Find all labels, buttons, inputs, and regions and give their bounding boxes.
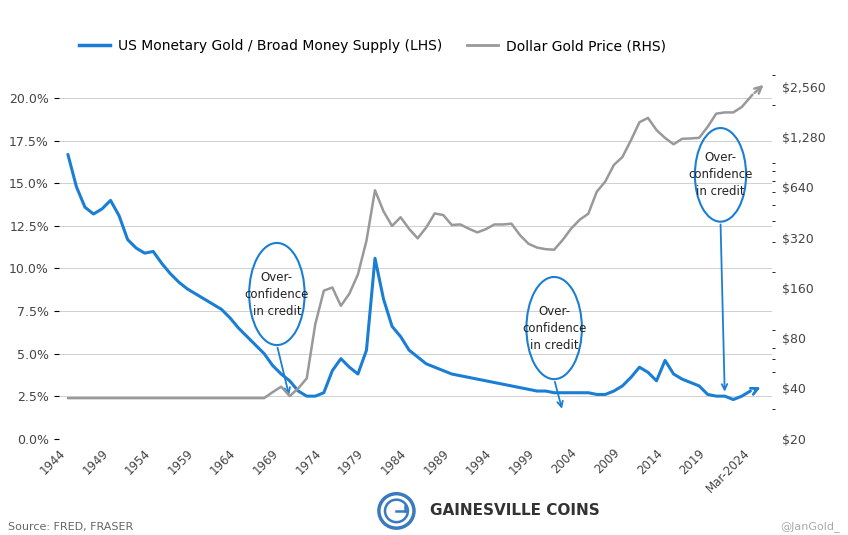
Text: Over-
confidence
in credit: Over- confidence in credit — [245, 271, 309, 317]
Text: Source: FRED, FRASER: Source: FRED, FRASER — [8, 522, 134, 532]
Text: Over-
confidence
in credit: Over- confidence in credit — [689, 151, 753, 198]
Legend: US Monetary Gold / Broad Money Supply (LHS), Dollar Gold Price (RHS): US Monetary Gold / Broad Money Supply (L… — [74, 34, 672, 59]
Text: GAINESVILLE COINS: GAINESVILLE COINS — [430, 503, 600, 518]
Text: @JanGold_: @JanGold_ — [780, 522, 840, 532]
Text: Over-
confidence
in credit: Over- confidence in credit — [522, 304, 586, 351]
